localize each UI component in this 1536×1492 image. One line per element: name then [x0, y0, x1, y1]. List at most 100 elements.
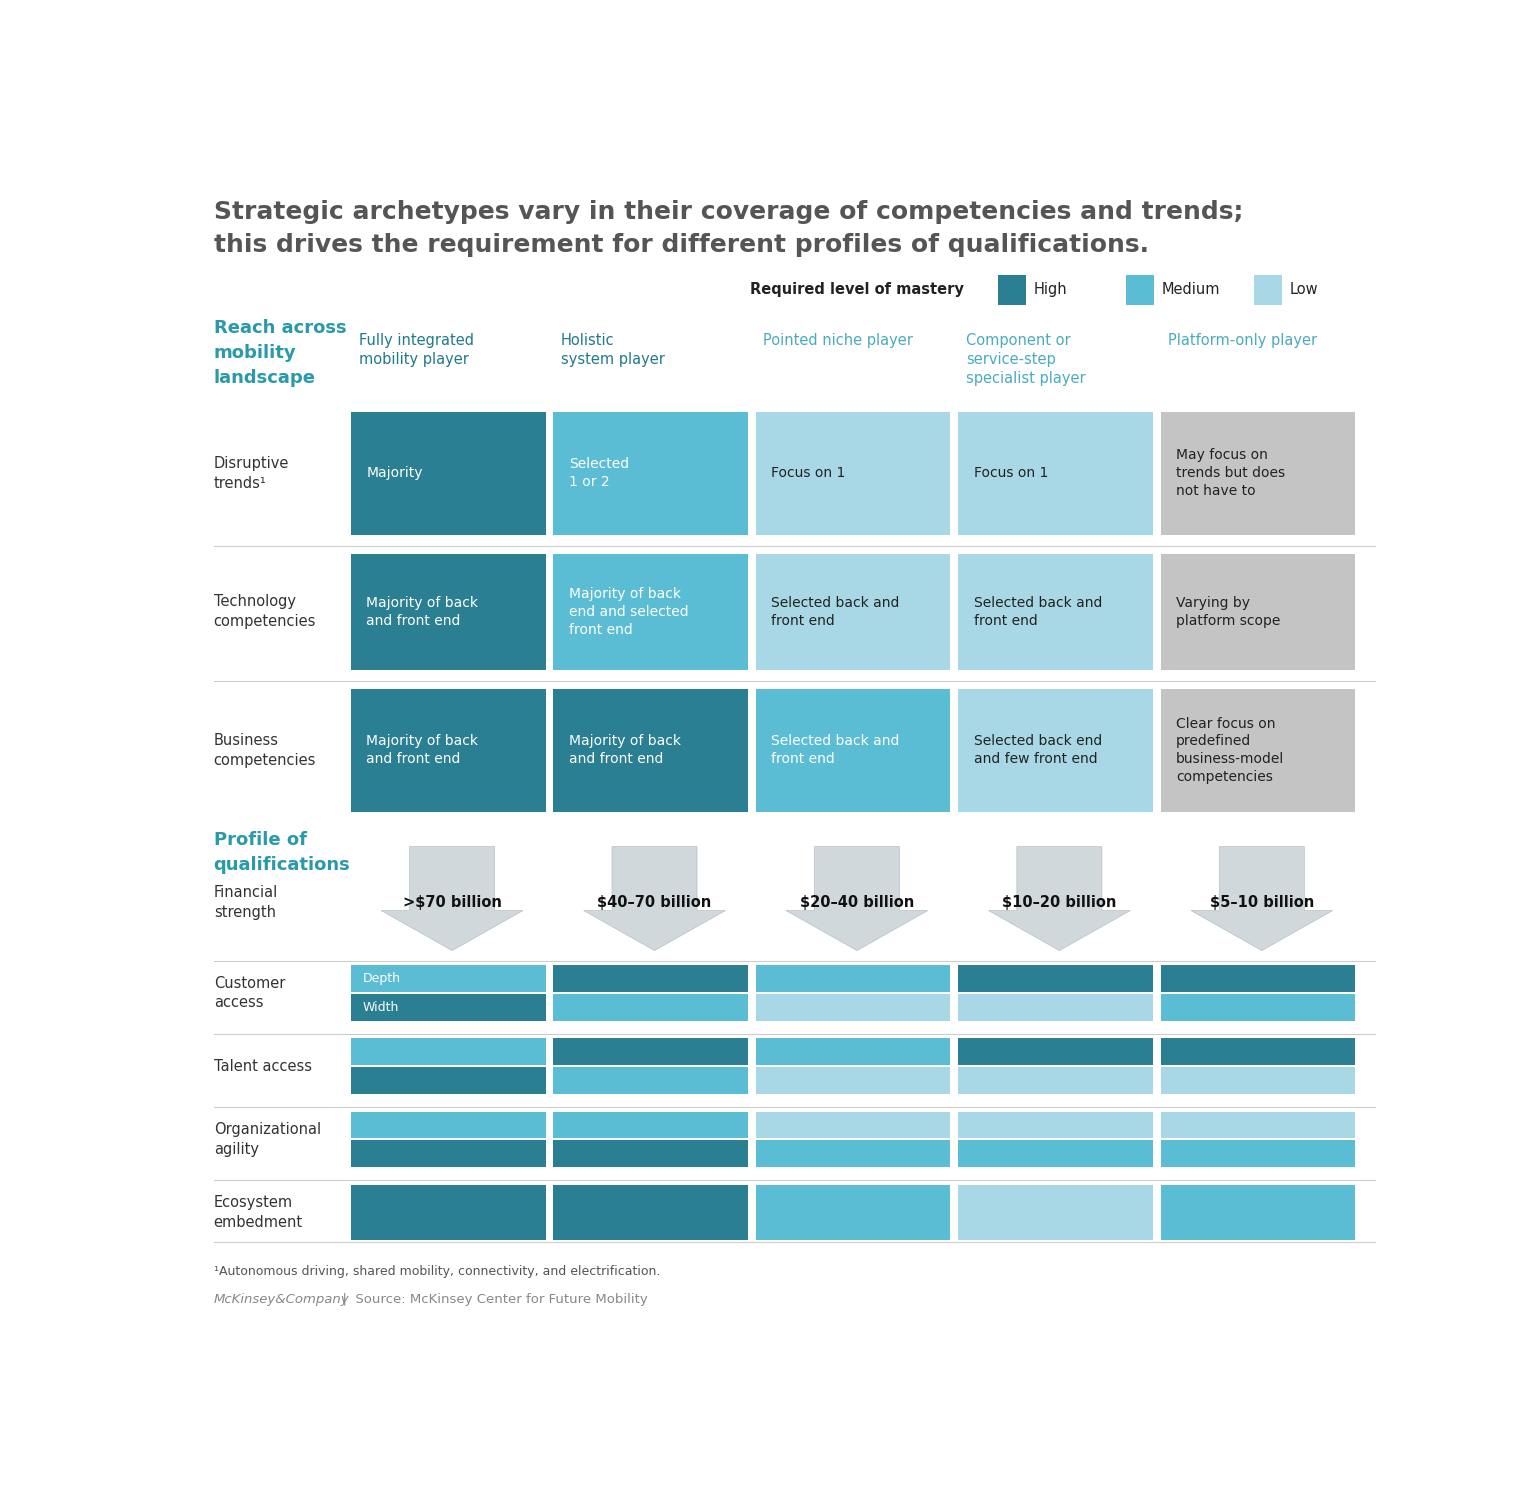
Bar: [350, 965, 545, 992]
Bar: [756, 965, 951, 992]
Bar: [1126, 276, 1154, 304]
Bar: [756, 689, 951, 812]
Text: High: High: [1034, 282, 1068, 297]
Bar: [756, 554, 951, 670]
Bar: [756, 412, 951, 534]
Bar: [1161, 1112, 1355, 1138]
Bar: [350, 554, 545, 670]
Text: Majority of back
and front end: Majority of back and front end: [367, 595, 478, 628]
Bar: [350, 1067, 545, 1094]
Bar: [756, 994, 951, 1021]
Text: $5–10 billion: $5–10 billion: [1210, 895, 1313, 910]
Bar: [553, 994, 748, 1021]
Text: Required level of mastery: Required level of mastery: [750, 282, 965, 297]
Text: Selected
1 or 2: Selected 1 or 2: [568, 457, 628, 489]
Bar: [350, 994, 545, 1021]
Bar: [958, 1185, 1154, 1240]
Text: Customer
access: Customer access: [214, 976, 286, 1010]
Bar: [553, 554, 748, 670]
Text: Financial
strength: Financial strength: [214, 885, 278, 921]
Text: Width: Width: [362, 1001, 399, 1013]
Bar: [958, 965, 1154, 992]
Text: McKinsey&Company: McKinsey&Company: [214, 1294, 349, 1306]
Bar: [553, 689, 748, 812]
Bar: [958, 994, 1154, 1021]
Text: Platform-only player: Platform-only player: [1169, 333, 1318, 348]
Text: Ecosystem
embedment: Ecosystem embedment: [214, 1195, 303, 1229]
Text: Focus on 1: Focus on 1: [771, 466, 846, 480]
Bar: [350, 1038, 545, 1065]
Text: Strategic archetypes vary in their coverage of competencies and trends;: Strategic archetypes vary in their cover…: [214, 200, 1243, 224]
Bar: [1161, 1185, 1355, 1240]
Bar: [350, 1140, 545, 1167]
Bar: [553, 965, 748, 992]
Text: Business
competencies: Business competencies: [214, 733, 316, 768]
Bar: [756, 1185, 951, 1240]
Text: Selected back and
front end: Selected back and front end: [974, 595, 1101, 628]
Polygon shape: [989, 846, 1130, 950]
Polygon shape: [584, 846, 725, 950]
Bar: [756, 1067, 951, 1094]
Text: Majority of back
end and selected
front end: Majority of back end and selected front …: [568, 586, 688, 637]
Text: Selected back and
front end: Selected back and front end: [771, 595, 900, 628]
Text: Fully integrated
mobility player: Fully integrated mobility player: [358, 333, 473, 367]
Text: >$70 billion: >$70 billion: [402, 895, 502, 910]
Text: ¹Autonomous driving, shared mobility, connectivity, and electrification.: ¹Autonomous driving, shared mobility, co…: [214, 1265, 660, 1277]
Bar: [350, 1185, 545, 1240]
Text: Majority of back
and front end: Majority of back and front end: [367, 734, 478, 767]
Bar: [553, 1038, 748, 1065]
Text: $20–40 billion: $20–40 billion: [800, 895, 914, 910]
Text: Reach across
mobility
landscape: Reach across mobility landscape: [214, 319, 346, 388]
Bar: [1161, 994, 1355, 1021]
Bar: [958, 1067, 1154, 1094]
Text: Majority of back
and front end: Majority of back and front end: [568, 734, 680, 767]
Bar: [1161, 1067, 1355, 1094]
Bar: [350, 689, 545, 812]
Text: Majority: Majority: [367, 466, 422, 480]
Text: May focus on
trends but does
not have to: May focus on trends but does not have to: [1177, 448, 1286, 498]
Text: |  Source: McKinsey Center for Future Mobility: | Source: McKinsey Center for Future Mob…: [333, 1294, 648, 1306]
Text: Component or
service-step
specialist player: Component or service-step specialist pla…: [966, 333, 1086, 386]
Bar: [1253, 276, 1281, 304]
Bar: [350, 1112, 545, 1138]
Text: Profile of
qualifications: Profile of qualifications: [214, 831, 350, 874]
Text: Clear focus on
predefined
business-model
competencies: Clear focus on predefined business-model…: [1177, 716, 1284, 785]
Bar: [553, 1112, 748, 1138]
Text: Holistic
system player: Holistic system player: [561, 333, 665, 367]
Bar: [756, 1140, 951, 1167]
Bar: [1161, 689, 1355, 812]
Bar: [756, 1112, 951, 1138]
Text: Depth: Depth: [362, 973, 401, 985]
Text: $10–20 billion: $10–20 billion: [1001, 895, 1117, 910]
Bar: [553, 1140, 748, 1167]
Polygon shape: [786, 846, 928, 950]
Bar: [553, 412, 748, 534]
Bar: [958, 554, 1154, 670]
Text: $40–70 billion: $40–70 billion: [598, 895, 711, 910]
Text: Selected back end
and few front end: Selected back end and few front end: [974, 734, 1101, 767]
Text: Focus on 1: Focus on 1: [974, 466, 1048, 480]
Polygon shape: [381, 846, 522, 950]
Polygon shape: [1190, 846, 1333, 950]
Bar: [958, 1112, 1154, 1138]
Bar: [350, 412, 545, 534]
Text: Technology
competencies: Technology competencies: [214, 594, 316, 630]
Bar: [1161, 965, 1355, 992]
Text: Organizational
agility: Organizational agility: [214, 1122, 321, 1156]
Bar: [1161, 1140, 1355, 1167]
Bar: [756, 1038, 951, 1065]
Bar: [958, 1038, 1154, 1065]
Bar: [1161, 1038, 1355, 1065]
Text: Talent access: Talent access: [214, 1059, 312, 1074]
Text: Low: Low: [1289, 282, 1318, 297]
Text: Disruptive
trends¹: Disruptive trends¹: [214, 455, 289, 491]
Bar: [998, 276, 1026, 304]
Text: Varying by
platform scope: Varying by platform scope: [1177, 595, 1281, 628]
Bar: [958, 689, 1154, 812]
Text: Pointed niche player: Pointed niche player: [763, 333, 914, 348]
Bar: [958, 412, 1154, 534]
Bar: [553, 1067, 748, 1094]
Text: this drives the requirement for different profiles of qualifications.: this drives the requirement for differen…: [214, 233, 1149, 257]
Bar: [553, 1185, 748, 1240]
Bar: [1161, 412, 1355, 534]
